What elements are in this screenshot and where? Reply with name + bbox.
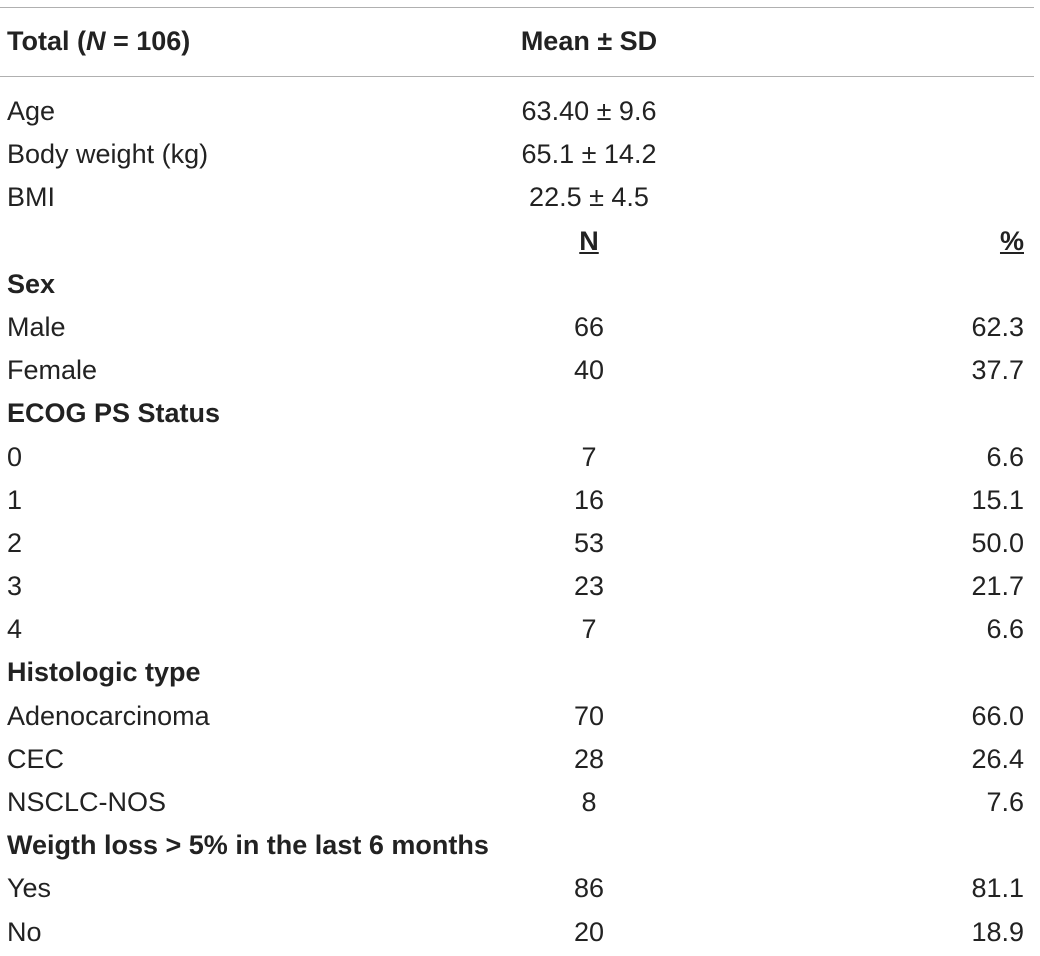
row-pct: 7.6 xyxy=(986,787,1024,817)
section-header-ecog: ECOG PS Status xyxy=(0,394,1040,437)
section-header-sex: Sex xyxy=(0,265,1040,308)
row-pct: 6.6 xyxy=(986,441,1024,472)
table-row: BMI 22.5 ± 4.5 xyxy=(0,178,1040,221)
row-label: No xyxy=(7,916,42,947)
row-label: Female xyxy=(7,355,98,386)
table-row: Female 40 37.7 xyxy=(0,351,1040,394)
header-rule xyxy=(0,76,1034,77)
row-label: CEC xyxy=(7,743,65,774)
section-title: Weigth loss > 5% in the last 6 months xyxy=(7,830,489,861)
count-header-pct: % xyxy=(999,225,1024,256)
row-pct: 81.1 xyxy=(971,873,1024,904)
row-mean-sd: 65.1 ± 14.2 xyxy=(521,139,657,170)
row-label: NSCLC-NOS xyxy=(7,787,167,817)
row-n: 20 xyxy=(573,916,605,947)
header-total-suffix: = 106) xyxy=(105,26,191,56)
row-label: Yes xyxy=(7,873,52,904)
row-n: 53 xyxy=(573,527,605,558)
table-row: NSCLC-NOS 8 7.6 xyxy=(0,783,1040,826)
row-n: 23 xyxy=(573,571,605,602)
table-row: No 20 18.9 xyxy=(0,913,1040,956)
table-row: Male 66 62.3 xyxy=(0,308,1040,351)
row-n: 8 xyxy=(581,787,597,817)
count-header-row: N % xyxy=(0,222,1040,265)
row-n: 16 xyxy=(573,484,605,515)
row-label: 3 xyxy=(7,571,23,602)
row-mean-sd: 63.40 ± 9.6 xyxy=(521,96,657,126)
row-label: Adenocarcinoma xyxy=(7,700,210,731)
header-total-n: N xyxy=(85,26,106,56)
section-title: Histologic type xyxy=(7,657,201,688)
row-pct: 66.0 xyxy=(971,700,1024,731)
row-label: 2 xyxy=(7,527,23,558)
row-label: 4 xyxy=(7,614,23,645)
row-n: 70 xyxy=(573,700,605,731)
top-rule xyxy=(0,7,1034,8)
row-pct: 18.9 xyxy=(971,916,1024,947)
row-mean-sd: 22.5 ± 4.5 xyxy=(529,182,649,213)
section-title: ECOG PS Status xyxy=(7,398,221,429)
row-label: 0 xyxy=(7,441,23,472)
row-pct: 6.6 xyxy=(986,614,1024,645)
row-n: 7 xyxy=(581,614,597,645)
table-body: Age 63.40 ± 9.6 Body weight (kg) 65.1 ± … xyxy=(0,92,1040,956)
table-row: Yes 86 81.1 xyxy=(0,869,1040,912)
table-row: Adenocarcinoma 70 66.0 xyxy=(0,697,1040,740)
section-title: Sex xyxy=(7,268,56,299)
row-n: 86 xyxy=(573,873,605,904)
row-label: 1 xyxy=(7,484,23,515)
table-row: 4 7 6.6 xyxy=(0,610,1040,653)
row-label: Body weight (kg) xyxy=(7,139,209,170)
table-row: CEC 28 26.4 xyxy=(0,740,1040,783)
table-row: Body weight (kg) 65.1 ± 14.2 xyxy=(0,135,1040,178)
row-n: 7 xyxy=(581,441,597,472)
count-header-n: N xyxy=(579,225,599,256)
row-label: Age xyxy=(7,96,56,126)
section-header-histology: Histologic type xyxy=(0,653,1040,696)
row-n: 66 xyxy=(573,311,605,342)
row-pct: 62.3 xyxy=(971,311,1024,342)
table-header: Total (N = 106) Mean ± SD xyxy=(0,20,1040,64)
table-row: Age 63.40 ± 9.6 xyxy=(0,92,1040,135)
header-mean-sd: Mean ± SD xyxy=(520,26,658,56)
table-row: 3 23 21.7 xyxy=(0,567,1040,610)
table-row: 2 53 50.0 xyxy=(0,524,1040,567)
header-total: Total (N = 106) xyxy=(7,26,190,57)
row-pct: 15.1 xyxy=(971,484,1024,515)
section-header-weight-loss: Weigth loss > 5% in the last 6 months xyxy=(0,826,1040,869)
row-n: 28 xyxy=(573,743,605,774)
row-pct: 26.4 xyxy=(971,743,1024,774)
row-n: 40 xyxy=(573,355,605,386)
header-total-prefix: Total ( xyxy=(7,26,86,56)
table-row: 0 7 6.6 xyxy=(0,438,1040,481)
row-pct: 37.7 xyxy=(971,355,1024,386)
row-label: BMI xyxy=(7,182,56,213)
row-pct: 21.7 xyxy=(971,571,1024,602)
row-pct: 50.0 xyxy=(971,527,1024,558)
row-label: Male xyxy=(7,311,66,342)
table-row: 1 16 15.1 xyxy=(0,481,1040,524)
